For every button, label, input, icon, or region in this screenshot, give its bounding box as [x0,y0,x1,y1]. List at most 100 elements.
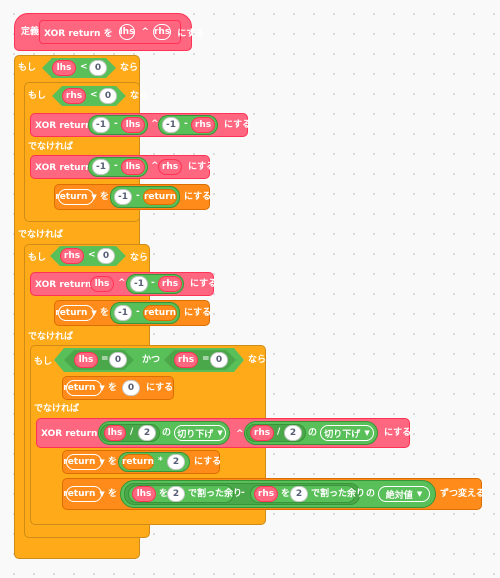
op-xor: ^ [151,119,159,129]
var-rhs[interactable]: rhs [191,117,215,133]
else-label: でなければ [34,404,80,414]
of-label: の [162,428,172,438]
var-lhs[interactable]: lhs [132,486,156,502]
var-lhs[interactable]: lhs [74,352,98,368]
variable-dropdown[interactable]: return ▼ [63,380,105,396]
then-label: なら [120,63,139,73]
variable-dropdown[interactable]: return ▼ [55,305,97,321]
dropdown-value: return [55,308,88,318]
num-2[interactable]: 2 [167,486,185,502]
variable-dropdown[interactable]: return ▼ [63,454,105,470]
op-eq: = [202,354,210,364]
op-mul: * [158,456,163,466]
num-neg1[interactable]: -1 [92,117,110,133]
chevron-down-icon: ▼ [99,490,105,498]
num-2[interactable]: 2 [290,486,308,502]
num-0[interactable]: 0 [89,60,107,76]
var-return[interactable]: return [143,305,177,321]
of-label: の [308,428,318,438]
op-lt: < [88,250,96,260]
define-name-field[interactable]: XOR return を lhs ^ rhs にする [39,20,204,44]
var-lhs[interactable]: lhs [121,117,145,133]
define-op: ^ [141,27,149,37]
var-lhs[interactable]: lhs [121,159,145,175]
of-label: の [366,489,376,499]
num-2[interactable]: 2 [284,425,302,441]
mod-label: で割った余り [188,489,243,499]
var-rhs[interactable]: rhs [60,248,84,264]
and-label: かつ [142,355,161,365]
call-label: XOR return を [41,429,110,439]
define-arg-rhs[interactable]: rhs [152,24,172,40]
dropdown-value: return [63,489,96,499]
op-minus: - [114,161,118,171]
floor-dropdown[interactable]: 切り下げ ▼ [320,425,374,441]
set-to-label: を [108,383,118,393]
if-label: もし [28,253,47,263]
set-suffix: にする [184,192,212,202]
num-0[interactable]: 0 [122,380,140,396]
num-0[interactable]: 0 [99,88,117,104]
else-label: でなければ [28,142,74,152]
variable-dropdown[interactable]: return ▼ [55,189,97,205]
op-minus: - [136,307,140,317]
define-block[interactable]: 定義 XOR return を lhs ^ rhs にする [14,13,204,51]
num-0[interactable]: 0 [109,352,127,368]
mod-label-pre: を [281,489,291,499]
num-neg1[interactable]: -1 [130,276,148,292]
op-div: / [277,427,281,437]
num-neg1[interactable]: -1 [92,159,110,175]
dropdown-value: 絶対値 [385,490,413,501]
num-neg1[interactable]: -1 [114,189,132,205]
op-minus: - [136,191,140,201]
var-rhs[interactable]: rhs [250,425,274,441]
mod-label: で割った余り [311,489,366,499]
num-neg1[interactable]: -1 [162,117,180,133]
var-rhs[interactable]: rhs [254,486,278,502]
call-label: XOR return を [35,121,104,131]
then-label: なら [130,253,149,263]
var-rhs[interactable]: rhs [158,159,182,175]
else-label: でなければ [28,332,74,342]
var-rhs[interactable]: rhs [62,88,86,104]
variable-dropdown[interactable]: return ▼ [63,486,105,502]
set-suffix: にする [146,383,174,393]
mod-label-pre: を [159,489,169,499]
chevron-down-icon: ▼ [416,490,423,498]
op-minus: - [114,119,118,129]
define-arg-lhs[interactable]: lhs [118,24,136,40]
op-xor: ^ [236,429,244,439]
chevron-down-icon: ▼ [364,429,370,437]
op-minus: - [184,119,188,129]
abs-dropdown[interactable]: 絶対値 ▼ [378,486,430,502]
var-rhs[interactable]: rhs [158,276,182,292]
chevron-down-icon: ▼ [91,193,97,201]
if-label: もし [28,91,47,101]
var-return[interactable]: return [143,189,177,205]
then-label: なら [130,91,149,101]
call-suffix: にする [190,279,218,289]
num-0[interactable]: 0 [210,352,228,368]
dropdown-value: return [63,457,96,467]
var-return[interactable]: return [122,454,154,470]
var-lhs[interactable]: lhs [104,425,126,441]
num-2[interactable]: 2 [138,425,156,441]
num-0[interactable]: 0 [97,248,115,264]
dropdown-value: 切り下げ [324,429,361,440]
define-label: 定義 [21,27,40,37]
num-neg1[interactable]: -1 [114,305,132,321]
chevron-down-icon: ▼ [217,429,223,437]
chevron-down-icon: ▼ [91,309,97,317]
set-to-label: を [100,192,110,202]
num-2[interactable]: 2 [167,454,185,470]
floor-dropdown[interactable]: 切り下げ ▼ [174,425,226,441]
op-lt: < [80,62,88,72]
call-suffix: にする [224,120,252,130]
var-lhs[interactable]: lhs [52,60,76,76]
if-label: もし [34,357,53,367]
op-minus: - [241,488,245,498]
var-rhs[interactable]: rhs [174,352,198,368]
op-minus: - [151,278,155,288]
if-label: もし [18,63,37,73]
var-lhs[interactable]: lhs [90,276,114,292]
